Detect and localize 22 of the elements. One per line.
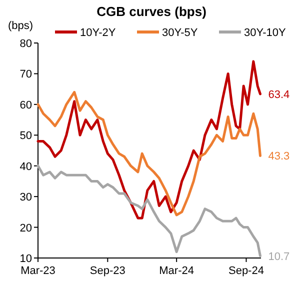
x-tick-label: Mar-24 xyxy=(159,265,194,277)
y-tick-label: 50 xyxy=(20,130,32,142)
y-tick-label: 80 xyxy=(20,38,32,50)
legend-label: 30Y-5Y xyxy=(162,27,198,39)
x-tick-label: Sep-23 xyxy=(90,265,126,277)
chart-title: CGB curves (bps) xyxy=(96,4,206,19)
y-tick-label: 60 xyxy=(20,99,32,112)
y-tick-label: 40 xyxy=(20,160,32,173)
data-label: 43.3 xyxy=(268,150,290,163)
line-series xyxy=(36,90,262,216)
x-tick-label: Mar-23 xyxy=(20,265,56,277)
legend-label: 10Y-2Y xyxy=(80,27,116,39)
y-tick-label: 30 xyxy=(20,192,32,204)
y-axis-title: (bps) xyxy=(8,20,34,32)
data-label: 63.4 xyxy=(268,88,290,101)
data-label: 10.7 xyxy=(268,250,290,263)
x-tick-label: Sep-24 xyxy=(228,265,264,277)
y-tick-label: 20 xyxy=(20,222,32,234)
y-tick-label: 10 xyxy=(20,253,32,265)
y-tick-label: 70 xyxy=(20,68,32,81)
legend-label: 30Y-10Y xyxy=(244,27,286,39)
line-series xyxy=(36,60,262,220)
